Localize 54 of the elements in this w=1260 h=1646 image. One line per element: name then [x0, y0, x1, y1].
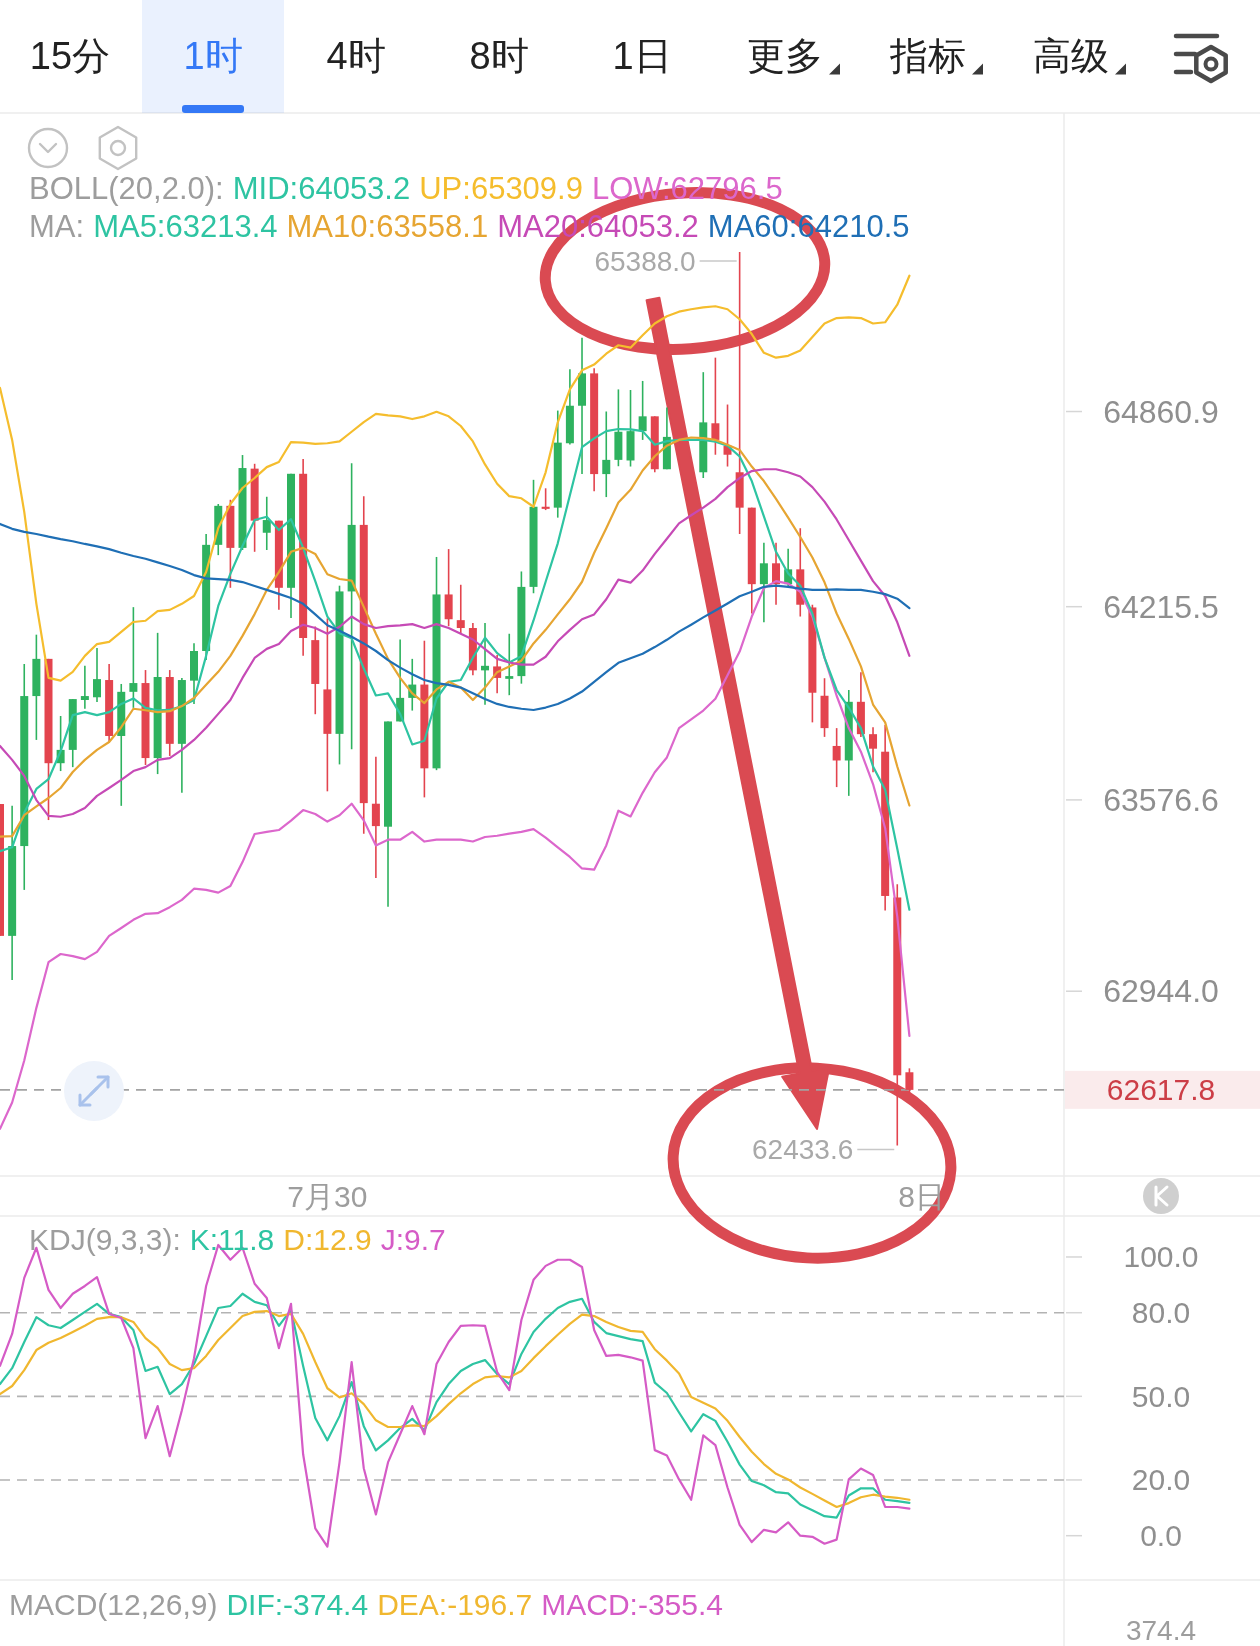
candlestick	[711, 356, 720, 456]
text: J:9.7	[380, 1222, 446, 1256]
annotation: BOLL(20,2.0):	[29, 170, 224, 206]
candlestick	[832, 727, 841, 788]
candlestick	[456, 583, 465, 635]
candlestick	[93, 647, 101, 703]
y-tick-label: 80.0	[1131, 1296, 1191, 1330]
x-tick-label: 7月30	[287, 1179, 368, 1213]
annotation: 65388.0	[594, 245, 696, 277]
y-tick-label: 62944.0	[1103, 973, 1219, 1010]
candlestick	[602, 410, 611, 498]
text: MACD(12,26,9)	[9, 1587, 218, 1621]
candlestick	[80, 665, 89, 710]
text: UP:65309.9	[419, 170, 583, 206]
text: 374.4	[1125, 1614, 1197, 1646]
annotation: 62433.6	[752, 1134, 854, 1166]
candlestick	[541, 487, 550, 511]
category-label: 1日	[612, 34, 672, 77]
x-tick-label: 8日	[898, 1179, 945, 1213]
line-series	[0, 274, 911, 682]
y-tick-label: 64215.5	[1103, 588, 1219, 625]
candlestick	[759, 541, 768, 624]
series-label: K:11.8	[189, 1222, 275, 1256]
y-tick-label: 20.0	[1131, 1463, 1191, 1497]
text: MACD:-355.4	[541, 1587, 723, 1621]
text: 62617.8	[1106, 1073, 1216, 1107]
category-label: 8时	[469, 34, 529, 77]
text: MA5:63213.4	[93, 208, 278, 244]
candlestick	[371, 756, 380, 879]
legend-label: MID:64053.2	[232, 170, 411, 206]
category-label: 高级	[1033, 34, 1109, 77]
y-tick-label: 50.0	[1131, 1379, 1191, 1413]
text: DIF:-374.4	[226, 1587, 369, 1621]
annotation: MA:	[29, 208, 85, 244]
candlestick	[869, 726, 878, 774]
text: MA10:63558.1	[286, 208, 489, 244]
candlestick	[505, 632, 514, 696]
line-series	[0, 522, 911, 712]
category-label: 4时	[326, 34, 386, 77]
y-tick-label: 63576.6	[1103, 781, 1219, 818]
category-label: 15分	[29, 34, 111, 77]
category-label: 指标	[889, 34, 966, 77]
y-tick-label: 64860.9	[1103, 393, 1219, 430]
candlestick	[262, 495, 271, 551]
text: DEA:-196.7	[377, 1587, 533, 1621]
candlestick	[905, 1067, 914, 1094]
y-tick-label: 0.0	[1140, 1519, 1182, 1553]
legend-title: KDJ(9,3,3):	[29, 1222, 181, 1256]
candlestick	[129, 606, 138, 709]
y-tick-label: 100.0	[1123, 1240, 1199, 1274]
candlestick	[638, 380, 647, 441]
category-label: 更多	[747, 34, 823, 77]
series-label: D:12.9	[283, 1222, 372, 1256]
category-label: 1时	[183, 34, 243, 77]
